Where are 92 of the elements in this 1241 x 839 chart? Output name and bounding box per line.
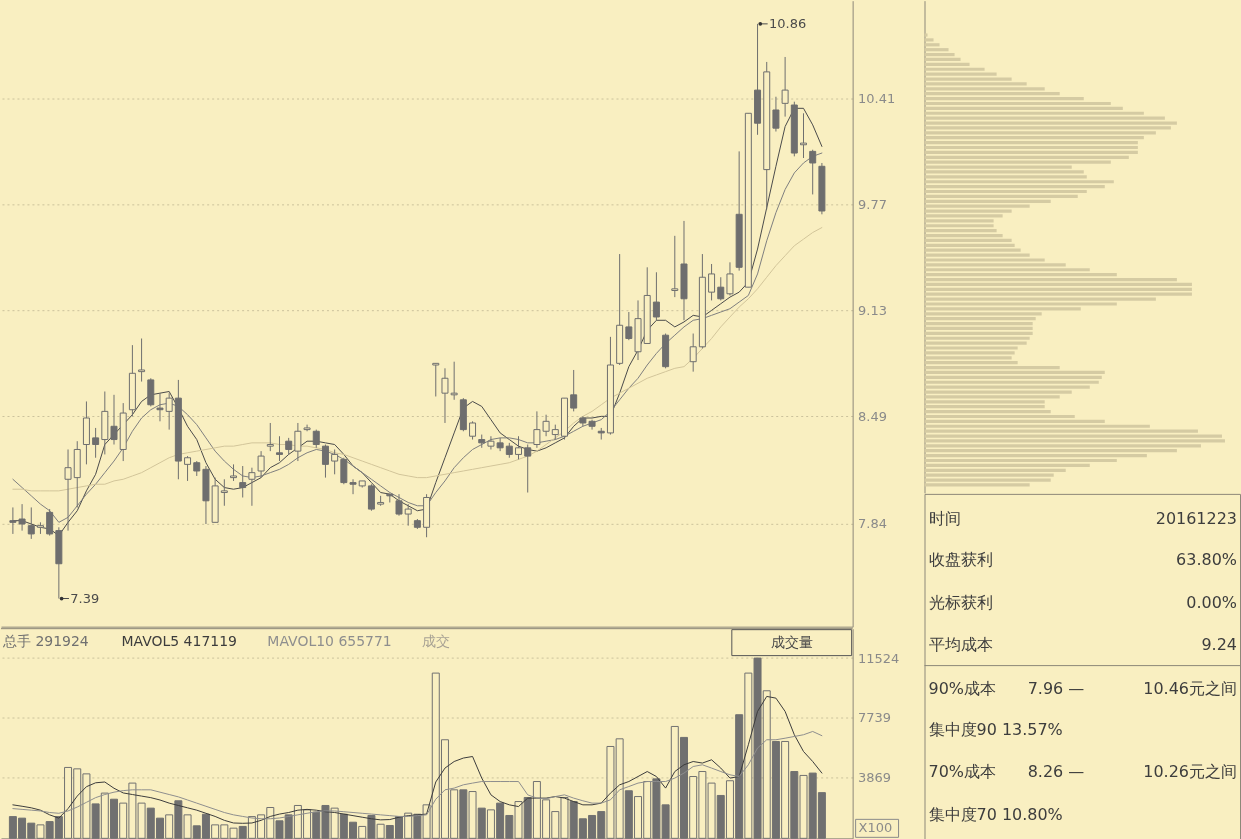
candlestick — [349, 478, 357, 495]
text: 7.96 — — [1027, 678, 1085, 698]
candlestick — [469, 420, 477, 441]
candlestick — [220, 478, 228, 507]
y-tick-label: 3869 — [858, 770, 892, 786]
candlestick — [110, 394, 118, 445]
candlestick — [27, 506, 35, 540]
candlestick — [671, 235, 679, 298]
candlestick — [404, 503, 412, 527]
y-tick-label: 7.84 — [858, 516, 888, 532]
candlestick — [809, 149, 817, 195]
bar — [924, 365, 1060, 370]
candlestick — [708, 263, 716, 301]
text: 收盘获利 — [928, 549, 993, 569]
candlestick — [800, 112, 807, 159]
candlestick — [156, 392, 164, 422]
bar — [924, 48, 949, 52]
bar — [924, 101, 1111, 106]
text: 9.24 — [1201, 634, 1238, 654]
candlestick — [312, 429, 320, 449]
candlestick — [689, 333, 697, 373]
y-tick-label: 8.49 — [858, 408, 888, 424]
text: MAVOL5 417119 — [121, 632, 237, 649]
candlestick — [524, 444, 532, 494]
y-tick-label: 9.77 — [858, 196, 888, 212]
candlestick — [275, 435, 283, 462]
bar — [924, 277, 1177, 282]
annotation: 7.39 — [70, 590, 100, 606]
candlestick — [625, 311, 633, 341]
chart-title: 成交量 — [770, 633, 813, 650]
bar — [924, 145, 1138, 150]
candlestick — [294, 422, 302, 462]
y-tick-label: 9.13 — [858, 302, 888, 318]
candlestick — [441, 367, 449, 424]
text: 平均成本 — [928, 634, 993, 654]
candlestick — [717, 276, 725, 301]
candlestick — [165, 392, 173, 431]
candlestick — [184, 455, 192, 482]
text: 10.46元之间 — [1143, 678, 1238, 698]
text: 8.26 — — [1027, 762, 1085, 782]
text: 70%成本 — [928, 762, 996, 782]
bar — [924, 52, 955, 57]
bar — [924, 326, 1033, 331]
candlestick — [46, 508, 54, 537]
candlestick — [239, 465, 247, 498]
y-tick-label: 11524 — [858, 650, 900, 666]
bar — [924, 233, 1003, 238]
text: 集中度90 13.57% — [928, 720, 1063, 740]
text: MAVOL10 655771 — [267, 632, 392, 649]
bar — [924, 282, 1192, 287]
candlestick — [367, 483, 375, 512]
y-axis-title: X100 — [858, 820, 893, 836]
candlestick — [652, 271, 660, 321]
bar — [924, 458, 1117, 463]
candlestick — [432, 362, 440, 397]
candlestick — [248, 467, 256, 507]
candlestick — [726, 261, 734, 296]
candlestick — [570, 369, 578, 412]
line-series — [12, 695, 823, 824]
text: 20161223 — [1155, 508, 1238, 528]
text: 0.00% — [1186, 592, 1238, 612]
text: 时间 — [928, 508, 961, 528]
bar — [924, 57, 961, 62]
text: 集中度70 10.80% — [928, 805, 1063, 825]
bar — [924, 238, 1012, 243]
candlestick — [772, 96, 780, 133]
bar — [924, 414, 1075, 419]
bar — [924, 370, 1105, 375]
text: 90%成本 — [928, 678, 996, 698]
candlestick — [331, 448, 339, 475]
candlestick — [395, 493, 403, 517]
y-tick-label: 10.41 — [858, 90, 896, 106]
bar — [924, 189, 1087, 194]
candlestick — [138, 338, 146, 383]
y-tick-label: 7739 — [858, 709, 892, 725]
candlestick — [257, 450, 265, 479]
candlestick — [266, 422, 274, 452]
text: 光标获利 — [928, 592, 993, 612]
candlestick — [64, 448, 72, 532]
annotation: 10.86 — [769, 15, 807, 31]
candlestick — [781, 56, 789, 118]
candlestick — [92, 427, 100, 459]
annotation: 成交 — [422, 632, 451, 649]
text: 63.80% — [1176, 549, 1238, 569]
text: 总手 291924 — [2, 632, 89, 649]
line-series — [12, 730, 823, 820]
bar — [924, 96, 1084, 101]
candlestick — [515, 435, 523, 460]
candlestick — [340, 457, 348, 485]
bar — [924, 321, 1033, 326]
candlestick — [321, 444, 329, 479]
text: 10.26元之间 — [1143, 762, 1238, 782]
